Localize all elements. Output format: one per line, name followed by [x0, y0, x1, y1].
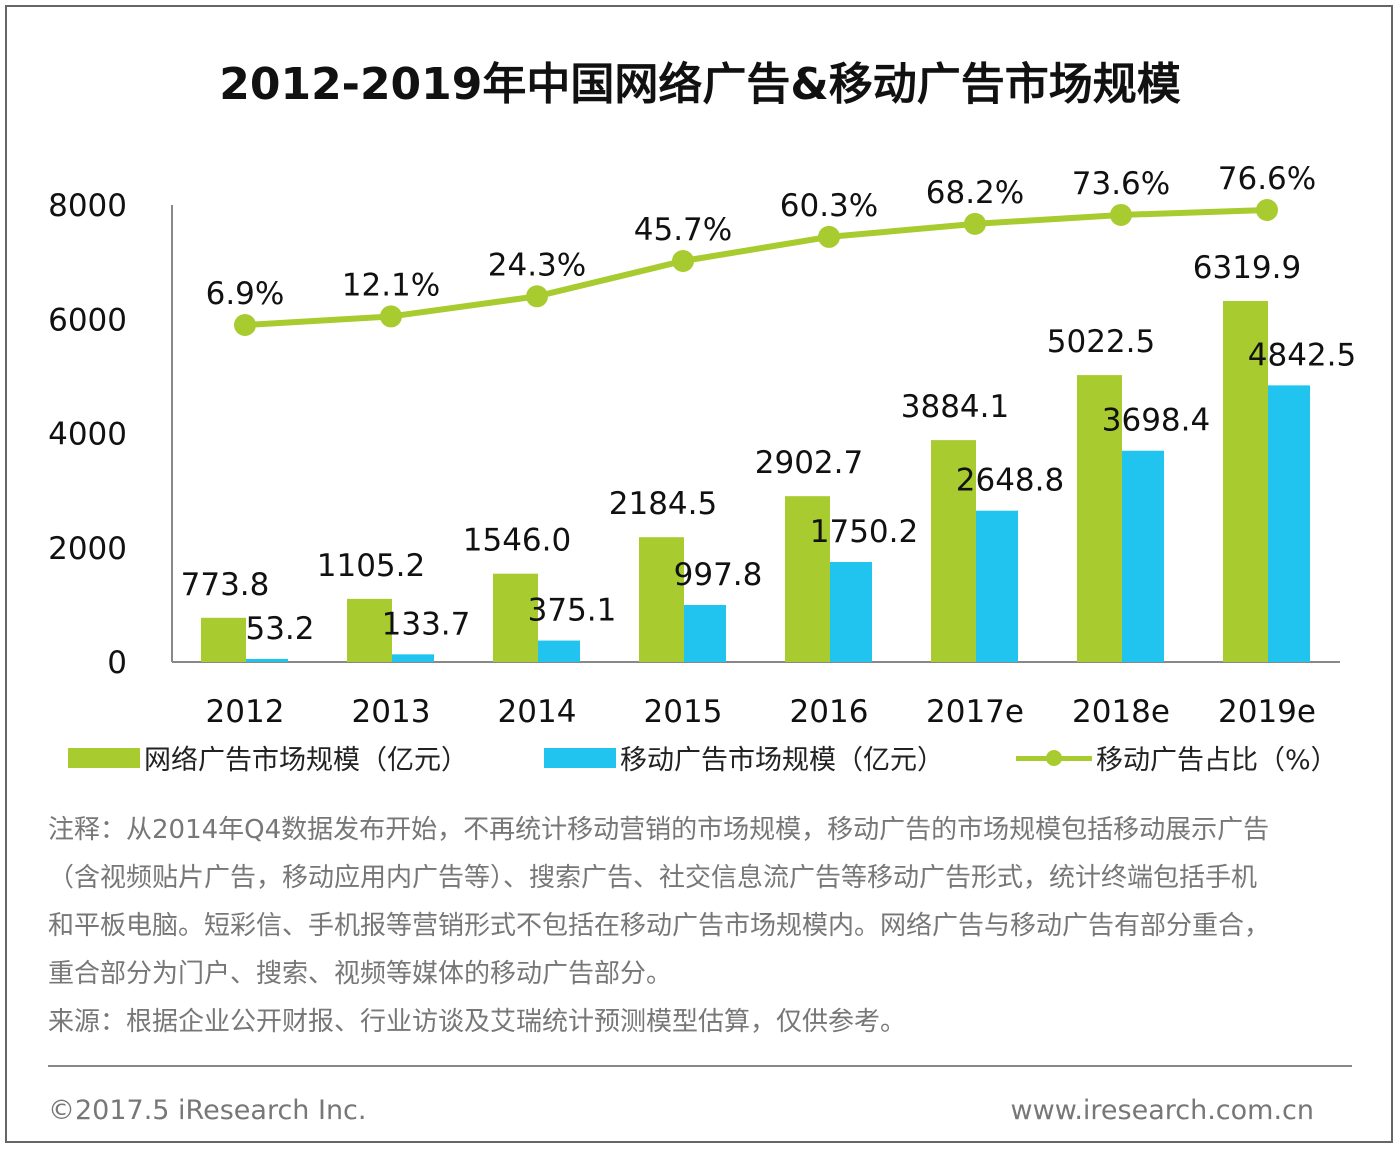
data-label-share: 76.6% — [1218, 161, 1316, 197]
bar-mobile — [976, 510, 1018, 662]
data-label-network: 2184.5 — [609, 486, 717, 522]
copyright: ©2017.5 iResearch Inc. — [48, 1095, 367, 1126]
data-label-share: 60.3% — [780, 188, 878, 224]
bar-network — [1077, 375, 1122, 662]
chart-frame — [5, 5, 1393, 1143]
legend-swatch-network — [68, 747, 140, 768]
data-label-network: 1546.0 — [463, 523, 571, 559]
data-label-network: 773.8 — [181, 567, 270, 603]
bar-network — [639, 537, 684, 662]
data-label-network: 3884.1 — [901, 389, 1009, 425]
data-label-network: 6319.9 — [1193, 250, 1301, 286]
share-point — [526, 285, 548, 308]
share-point — [1256, 199, 1278, 222]
bar-mobile — [830, 562, 872, 662]
bar-network — [201, 617, 246, 662]
legend-item-mobile: 移动广告市场规模（亿元） — [544, 738, 944, 777]
data-label-mobile: 3698.4 — [1102, 403, 1210, 439]
share-point — [818, 225, 840, 248]
y-tick-label: 8000 — [48, 188, 127, 224]
website: www.iresearch.com.cn — [1010, 1095, 1314, 1126]
legend-label: 网络广告市场规模（亿元） — [144, 745, 468, 776]
share-point — [380, 305, 402, 328]
source-line: 来源：根据企业公开财报、行业访谈及艾瑞统计预测模型估算，仅供参考。 — [48, 1007, 907, 1037]
x-tick-label: 2016 — [790, 694, 869, 730]
bar-network — [493, 573, 538, 662]
legend-item-network: 网络广告市场规模（亿元） — [68, 738, 468, 777]
legend-swatch-mobile — [544, 747, 616, 768]
note-line: 注释：从2014年Q4数据发布开始，不再统计移动营销的市场规模，移动广告的市场规… — [48, 815, 1270, 845]
data-label-share: 6.9% — [206, 276, 285, 312]
share-point — [1110, 203, 1132, 226]
data-label-share: 68.2% — [926, 175, 1024, 211]
data-label-mobile: 375.1 — [528, 593, 617, 629]
legend-label: 移动广告占比（%） — [1096, 745, 1338, 776]
legend-item-share: 移动广告占比（%） — [1016, 738, 1338, 777]
bar-mobile — [1268, 385, 1310, 662]
data-label-share: 73.6% — [1072, 166, 1170, 202]
bar-network — [785, 496, 830, 662]
x-tick-label: 2019e — [1218, 694, 1316, 730]
data-label-share: 45.7% — [634, 212, 732, 248]
data-label-mobile: 53.2 — [245, 611, 314, 647]
y-tick-label: 0 — [107, 645, 127, 681]
x-tick-label: 2018e — [1072, 694, 1170, 730]
bar-network — [1223, 300, 1268, 662]
chart-title: 2012-2019年中国网络广告&移动广告市场规模 — [219, 59, 1181, 110]
data-label-mobile: 133.7 — [382, 606, 471, 642]
data-label-mobile: 1750.2 — [810, 514, 918, 550]
bar-network — [931, 440, 976, 662]
data-label-share: 12.1% — [342, 267, 440, 303]
share-point — [234, 314, 256, 337]
bar-mobile — [1122, 450, 1164, 662]
divider — [48, 1065, 1352, 1067]
data-label-share: 24.3% — [488, 247, 586, 283]
x-tick-label: 2015 — [644, 694, 723, 730]
share-point — [964, 212, 986, 235]
bar-network — [347, 598, 392, 662]
bar-mobile — [538, 640, 580, 662]
data-label-network: 2902.7 — [755, 445, 863, 481]
note-line: 和平板电脑。短彩信、手机报等营销形式不包括在移动广告市场规模内。网络广告与移动广… — [48, 911, 1271, 941]
notes: 注释：从2014年Q4数据发布开始，不再统计移动营销的市场规模，移动广告的市场规… — [48, 806, 1388, 1046]
share-point — [672, 249, 694, 272]
share-line — [244, 207, 1268, 329]
data-label-network: 1105.2 — [317, 548, 425, 584]
data-label-mobile: 997.8 — [674, 557, 763, 593]
legend-label: 移动广告市场规模（亿元） — [620, 745, 944, 776]
data-label-mobile: 2648.8 — [956, 463, 1064, 499]
x-tick-label: 2013 — [352, 694, 431, 730]
bar-mobile — [684, 605, 726, 662]
y-tick-label: 4000 — [48, 417, 127, 453]
y-tick-label: 2000 — [48, 531, 127, 567]
x-tick-label: 2012 — [206, 694, 285, 730]
note-line: 重合部分为门户、搜索、视频等媒体的移动广告部分。 — [48, 959, 673, 989]
legend-swatch-share — [1016, 748, 1092, 768]
data-label-mobile: 4842.5 — [1248, 337, 1356, 373]
note-line: （含视频贴片广告，移动应用内广告等）、搜索广告、社交信息流广告等移动广告形式，统… — [48, 863, 1258, 893]
bar-mobile — [392, 654, 434, 662]
legend: 网络广告市场规模（亿元） 移动广告市场规模（亿元） 移动广告占比（%） — [0, 738, 1400, 778]
x-tick-label: 2017e — [926, 694, 1024, 730]
data-label-network: 5022.5 — [1047, 324, 1155, 360]
chart-plot: 0 2000 4000 6000 8000 2012 773.8 53.2 2013 1105.2… — [48, 161, 1356, 730]
bar-mobile — [246, 658, 288, 662]
x-tick-label: 2014 — [498, 694, 577, 730]
y-tick-label: 6000 — [48, 302, 127, 338]
